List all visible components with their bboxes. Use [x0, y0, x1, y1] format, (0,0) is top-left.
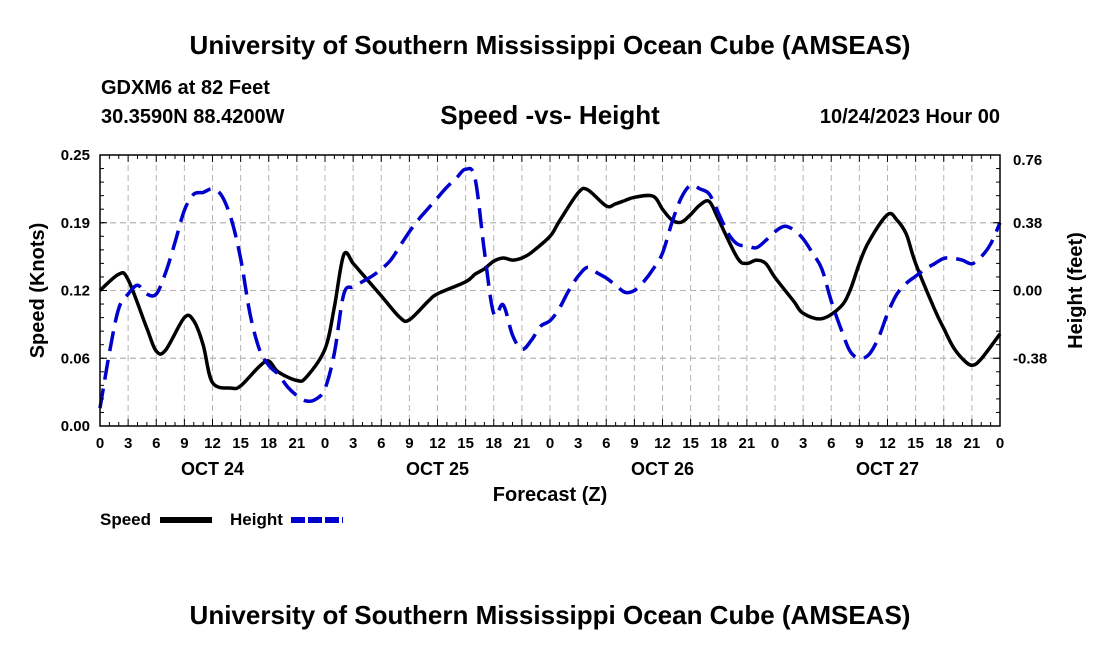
x-tick-label: 3: [349, 435, 357, 452]
x-tick-label: 9: [630, 435, 638, 452]
y2-tick-label: -0.38: [1013, 350, 1047, 367]
x-tick-label: 9: [180, 435, 188, 452]
legend-label-height: Height: [230, 510, 283, 529]
x-tick-label: 0: [546, 435, 554, 452]
y-tick-label: 0.00: [61, 418, 90, 435]
x-tick-label: 9: [405, 435, 413, 452]
x-tick-label: 6: [152, 435, 160, 452]
x-tick-label: 6: [602, 435, 610, 452]
x-tick-label: 15: [682, 435, 699, 452]
y-tick-label: 0.25: [61, 147, 90, 164]
y-tick-label: 0.12: [61, 283, 90, 300]
x-tick-label: 21: [514, 435, 531, 452]
legend-label-speed: Speed: [100, 510, 151, 529]
height-series-line: [98, 166, 1002, 409]
x-tick-label: 18: [485, 435, 502, 452]
x-tick-label: 0: [321, 435, 329, 452]
y2-tick-label: 0.00: [1013, 283, 1042, 300]
x-tick-label: 21: [289, 435, 306, 452]
day-label: OCT 27: [856, 459, 919, 479]
x-tick-label: 18: [710, 435, 727, 452]
footer-title: University of Southern Mississippi Ocean…: [189, 600, 911, 630]
x-tick-label: 0: [771, 435, 779, 452]
series-lines: [98, 166, 1002, 409]
x-tick-label: 3: [799, 435, 807, 452]
x-tick-label: 18: [260, 435, 277, 452]
x-tick-label: 21: [964, 435, 981, 452]
day-label: OCT 26: [631, 459, 694, 479]
x-tick-label: 18: [935, 435, 952, 452]
legend: Speed Height: [100, 510, 343, 529]
y2-tick-label: 0.38: [1013, 215, 1042, 232]
y-axis-title: Speed (Knots): [27, 223, 49, 359]
y2-axis-title: Height (feet): [1065, 232, 1087, 349]
x-tick-label: 9: [855, 435, 863, 452]
axis-labels: 0 3 6 9 12 15 18 21 0 3 6 9 12 15 18 21 0 3 6 9 12 15 18 21 0 3 6 9…: [27, 147, 1087, 506]
chart-main-title: University of Southern Mississippi Ocean…: [189, 30, 911, 60]
x-tick-label: 0: [996, 435, 1004, 452]
forecast-datetime: 10/24/2023 Hour 00: [819, 106, 1000, 128]
x-axis-title: Forecast (Z): [493, 484, 607, 506]
speed-series-line: [98, 186, 1002, 391]
x-tick-label: 15: [907, 435, 924, 452]
day-label: OCT 25: [406, 459, 469, 479]
x-tick-label: 6: [377, 435, 385, 452]
station-coordinates: 30.3590N 88.4200W: [101, 106, 285, 128]
x-tick-label: 12: [879, 435, 896, 452]
x-tick-label: 15: [457, 435, 474, 452]
x-tick-label: 6: [827, 435, 835, 452]
x-tick-label: 0: [96, 435, 104, 452]
x-tick-label: 15: [232, 435, 249, 452]
station-name: GDXM6 at 82 Feet: [101, 77, 270, 99]
grid-lines: [100, 155, 1000, 426]
x-tick-label: 12: [654, 435, 671, 452]
x-tick-label: 12: [204, 435, 221, 452]
axis-ticks: [99, 154, 1001, 427]
day-label: OCT 24: [181, 459, 244, 479]
y-tick-label: 0.06: [61, 350, 90, 367]
y-tick-label: 0.19: [61, 215, 90, 232]
y2-tick-label: 0.76: [1013, 152, 1042, 169]
x-tick-label: 12: [429, 435, 446, 452]
x-tick-label: 3: [574, 435, 582, 452]
x-tick-label: 21: [739, 435, 756, 452]
chart-subtitle: Speed -vs- Height: [440, 100, 660, 130]
x-tick-label: 3: [124, 435, 132, 452]
